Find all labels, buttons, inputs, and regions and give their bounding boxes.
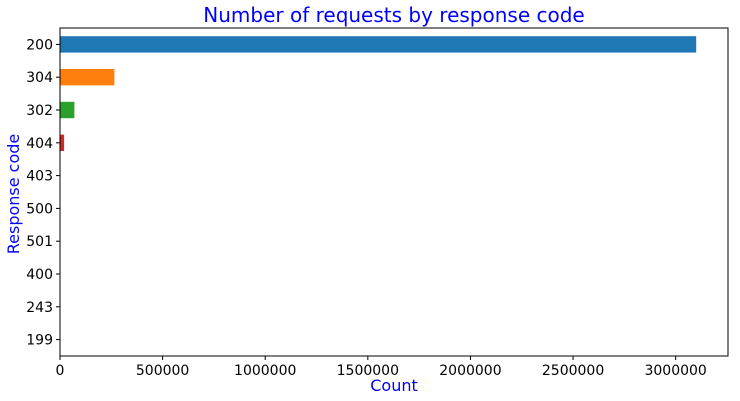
y-tick-label-302: 302 — [26, 103, 53, 119]
y-tick-label-199: 199 — [26, 333, 53, 349]
x-tick-label-0: 0 — [56, 363, 65, 379]
x-tick-label-6: 3000000 — [644, 363, 706, 379]
x-tick-label-2: 1000000 — [234, 363, 296, 379]
plot-frame — [59, 27, 729, 357]
y-axis-title: Response code — [4, 134, 23, 255]
x-axis-title: Count — [370, 376, 418, 395]
y-tick-label-501: 501 — [26, 234, 53, 250]
y-tick-label-200: 200 — [26, 37, 53, 53]
bar-304 — [60, 69, 115, 86]
chart-title: Number of requests by response code — [203, 3, 584, 27]
y-tick-label-500: 500 — [26, 201, 53, 217]
bar-302 — [60, 101, 75, 119]
x-tick-label-1: 500000 — [136, 363, 189, 379]
y-tick-label-243: 243 — [26, 300, 53, 316]
bar-404 — [60, 134, 65, 151]
y-tick-label-403: 403 — [26, 169, 53, 185]
y-tick-label-400: 400 — [26, 267, 53, 283]
y-tick-label-304: 304 — [26, 70, 53, 86]
x-tick-label-4: 2000000 — [439, 363, 501, 379]
x-tick-label-3: 1500000 — [337, 363, 399, 379]
bar-200 — [60, 36, 697, 53]
x-tick-label-5: 2500000 — [542, 363, 604, 379]
y-tick-label-404: 404 — [26, 136, 53, 152]
